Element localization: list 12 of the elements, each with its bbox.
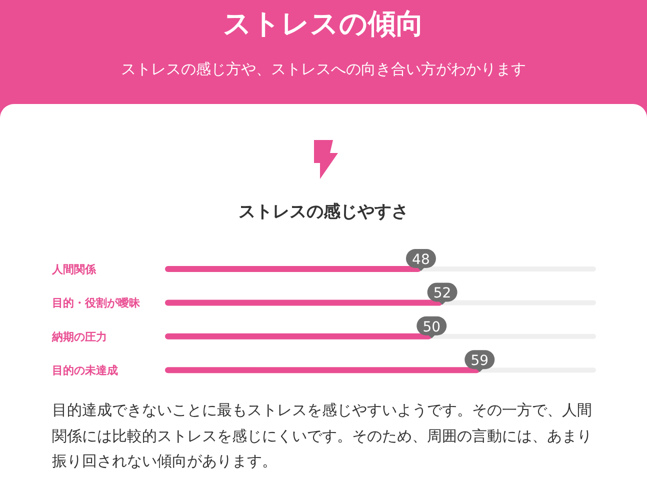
chart-subtitle: ストレスの感じ方や、ストレスへの向き合い方がわかります: [120, 59, 527, 80]
text: ストレスの感じやすさ: [238, 201, 410, 224]
data-label: 52: [433, 286, 452, 302]
y-tick-label: 目的・役割が曖昧: [52, 296, 141, 310]
data-label: 48: [412, 252, 430, 268]
text: 目的達成できないことに最もストレスを感じやすいようです。その一方で、人間関係には比較的ストレスを感じにくいです。そのため、周囲の言動には、あまり振り回されない傾向があります。: [52, 400, 593, 472]
y-tick-label: 目的の未達成: [52, 364, 118, 378]
data-label: 59: [470, 353, 489, 370]
y-tick-label: 納期の圧力: [51, 330, 107, 344]
chart-title: ストレスの傾向: [222, 6, 425, 42]
data-label: 50: [422, 319, 441, 336]
y-tick-label: 人間関係: [51, 263, 97, 276]
